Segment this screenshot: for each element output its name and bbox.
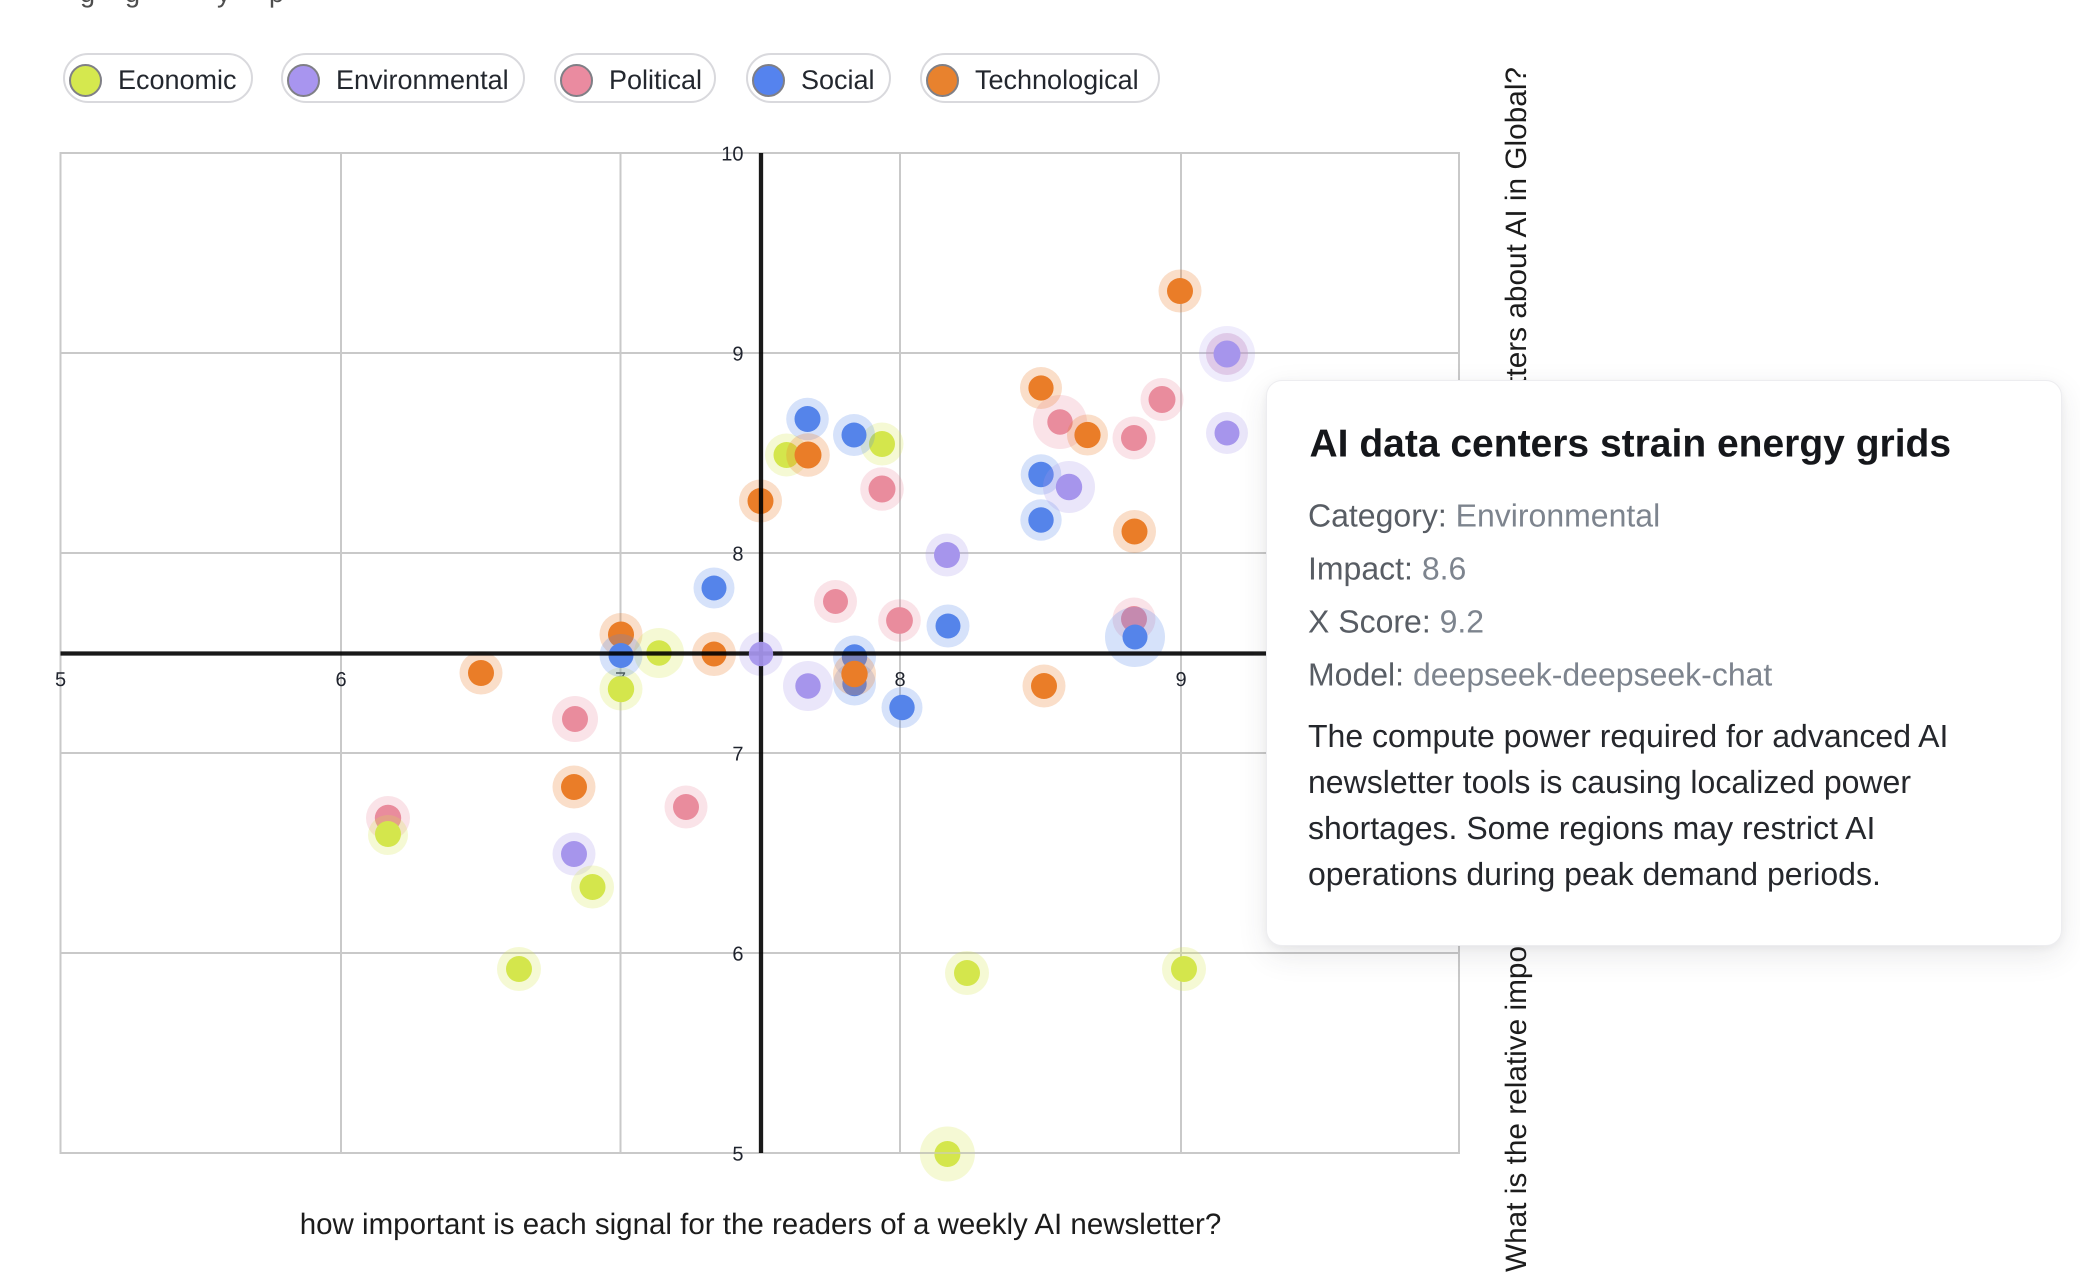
svg-text:AI data centers strain energy: AI data centers strain energy grids <box>1310 423 1952 466</box>
svg-text:shortages. Some regions may re: shortages. Some regions may restrict AI <box>1308 810 1875 846</box>
svg-text:10: 10 <box>721 144 743 166</box>
svg-text:operations during peak demand: operations during peak demand periods. <box>1308 856 1881 892</box>
svg-text:newsletter tools is causing lo: newsletter tools is causing localized po… <box>1308 764 1911 800</box>
svg-text:8: 8 <box>732 544 743 566</box>
svg-text:Model: deepseek-deepseek-chat: Model: deepseek-deepseek-chat <box>1308 657 1772 693</box>
svg-text:8: 8 <box>894 669 905 691</box>
svg-text:9: 9 <box>1175 669 1186 691</box>
svg-text:X Score: 9.2: X Score: 9.2 <box>1308 604 1484 640</box>
svg-text:6: 6 <box>732 944 743 966</box>
svg-text:Category: Environmental: Category: Environmental <box>1308 498 1660 534</box>
svg-text:Impact: 8.6: Impact: 8.6 <box>1308 551 1466 587</box>
svg-text:5: 5 <box>55 669 66 691</box>
svg-text:9: 9 <box>732 344 743 366</box>
svg-text:5: 5 <box>732 1144 743 1166</box>
svg-text:7: 7 <box>732 744 743 766</box>
svg-text:6: 6 <box>335 669 346 691</box>
svg-text:The compute power required for: The compute power required for advanced … <box>1308 718 1948 754</box>
